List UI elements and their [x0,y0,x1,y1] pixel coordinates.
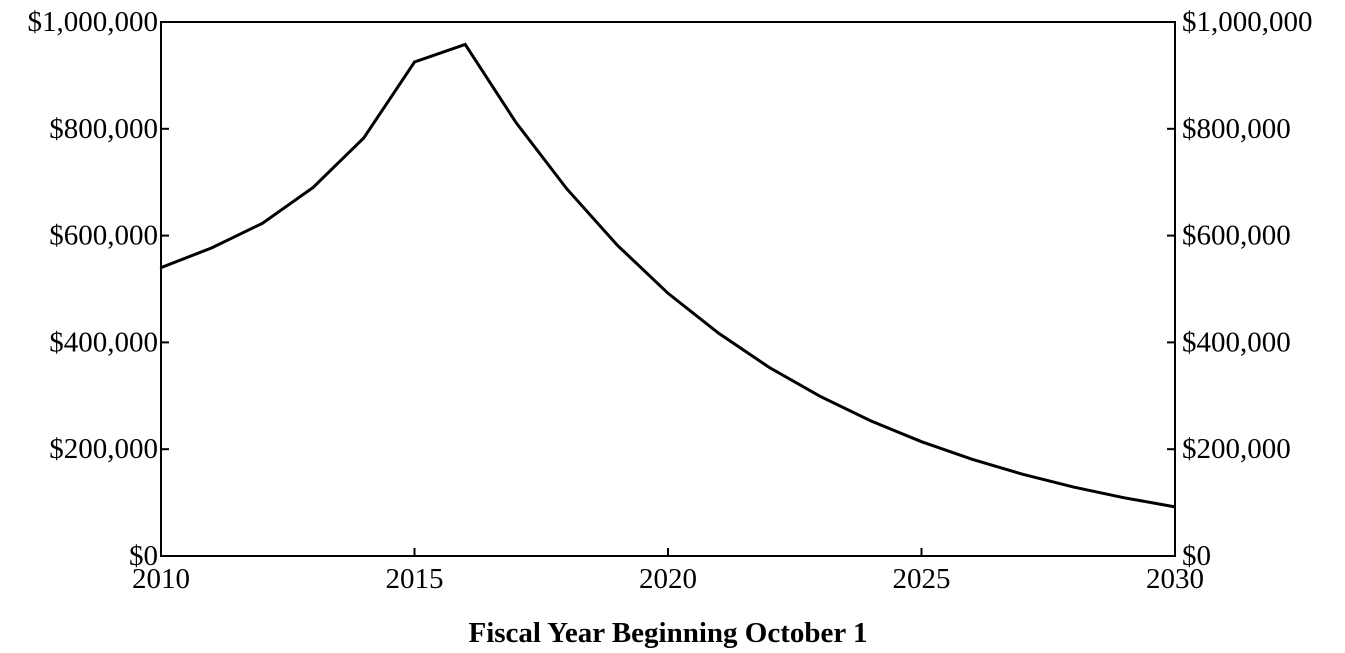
data-point [869,419,872,423]
data-point [413,60,416,64]
plot-frame [160,21,1176,557]
y-axis-right: $0 $200,000 $400,000 $600,000 $800,000 $1,000… [1167,6,1313,572]
y-tick-label-left: $1,000,000 [28,6,159,38]
data-point [514,121,518,124]
data-point [1072,485,1075,489]
x-tick-label: 2020 [639,563,697,595]
y-tick-label-left: $200,000 [49,433,158,465]
data-point [971,458,974,461]
y-tick-label-left: $800,000 [49,113,158,145]
data-point [261,222,264,225]
data-point [1173,505,1177,509]
data-point [565,187,568,190]
data-point [1021,473,1025,476]
y-tick-label-right: $0 [1182,540,1211,572]
data-point [311,186,315,189]
data-point [210,246,213,250]
x-tick-label: 2015 [386,563,444,595]
x-tick-label: 2010 [132,563,190,595]
x-axis: 2010 2015 2020 2025 2030 [132,548,1204,595]
data-point [666,292,670,295]
x-tick-label: 2030 [1146,563,1204,595]
data-point [464,43,467,46]
data-point [616,244,619,247]
data-point [717,332,720,335]
y-axis-left: $0 $200,000 $400,000 $600,000 $800,000 $1,000… [28,6,169,572]
y-tick-label-right: $600,000 [1182,220,1291,252]
x-tick-label: 2025 [893,563,951,595]
y-tick-label-left: $0 [129,540,158,572]
series-line [160,42,1176,509]
series-layer [159,42,1177,509]
y-tick-label-left: $600,000 [49,220,158,252]
y-tick-label-right: $800,000 [1182,113,1291,145]
y-tick-label-left: $400,000 [49,326,158,358]
data-point [362,136,365,140]
y-tick-label-right: $400,000 [1182,326,1291,358]
data-point [159,266,163,269]
y-tick-label-right: $200,000 [1182,433,1291,465]
data-point [920,440,923,443]
x-axis-title: Fiscal Year Beginning October 1 [468,617,867,649]
data-point [818,395,822,398]
data-point [768,366,771,369]
data-point [1123,496,1126,499]
y-tick-label-right: $1,000,000 [1182,6,1313,38]
